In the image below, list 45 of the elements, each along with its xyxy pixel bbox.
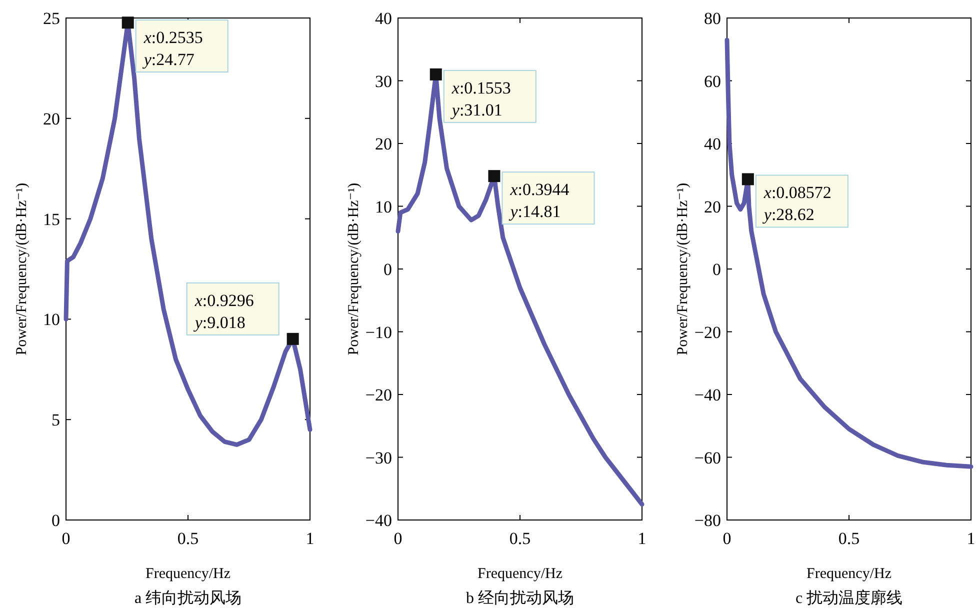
- y-tick-label: 40: [375, 9, 392, 28]
- y-tick-label: −20: [694, 322, 721, 342]
- y-tick-label: 15: [43, 210, 60, 229]
- x-tick-label: 0.5: [177, 529, 199, 548]
- y-tick-label: 0: [52, 511, 60, 530]
- x-tick-label: 0.5: [509, 529, 531, 548]
- y-tick-label: −60: [694, 448, 721, 468]
- y-tick-label: 40: [704, 134, 721, 154]
- y-tick-label: 5: [52, 410, 60, 430]
- x-axis-title: Frequency/Hz: [146, 566, 231, 582]
- annotation: x:0.08572 y:28.62: [762, 183, 832, 224]
- x-axis-title: Frequency/Hz: [478, 566, 563, 582]
- y-tick-label: 10: [375, 197, 392, 216]
- y-tick-label: 0: [712, 260, 721, 279]
- x-tick-label: 1: [306, 529, 314, 548]
- y-axis-title: Power/Frequency/(dB·Hz⁻¹): [14, 182, 30, 356]
- y-axis-title: Power/Frequency/(dB·Hz⁻¹): [346, 182, 362, 356]
- y-tick-label: 0: [384, 260, 392, 279]
- y-tick-label: −80: [694, 511, 721, 530]
- x-tick-label: 1: [638, 529, 646, 548]
- y-tick-label: 20: [375, 134, 392, 154]
- line-series: [724, 38, 974, 469]
- annotation: x:0.1553 y:31.01: [450, 78, 511, 120]
- y-tick-label: 20: [43, 109, 60, 128]
- text: c 扰动温度廓线: [795, 589, 903, 607]
- y-tick-label: −10: [365, 322, 392, 342]
- y-tick-label: −20: [365, 386, 392, 404]
- x-axis-title: Frequency/Hz: [806, 566, 892, 582]
- y-tick-label: 60: [704, 72, 721, 91]
- y-tick-label: −30: [365, 448, 392, 468]
- y-tick-label: −40: [694, 386, 721, 404]
- annotation: x:0.3944 y:14.81: [508, 180, 570, 222]
- y-tick-label: 25: [43, 9, 60, 28]
- x-tick-label: 0.5: [838, 529, 860, 548]
- y-tick-label: 30: [375, 72, 392, 91]
- y-tick-label: 20: [704, 197, 721, 216]
- y-tick-label: −40: [365, 511, 392, 530]
- annotation: x:0.2535 y:24.77: [142, 28, 203, 69]
- y-tick-label: 80: [704, 9, 721, 28]
- x-tick-label: 1: [966, 529, 976, 548]
- annotation: x:0.9296 y:9.018: [192, 290, 254, 332]
- text: b 经向扰动风场: [466, 590, 574, 607]
- text: a 纬向扰动风场: [134, 589, 242, 607]
- y-axis-title: Power/Frequency/(dB·Hz⁻¹): [675, 182, 691, 356]
- y-tick-label: 10: [43, 310, 60, 330]
